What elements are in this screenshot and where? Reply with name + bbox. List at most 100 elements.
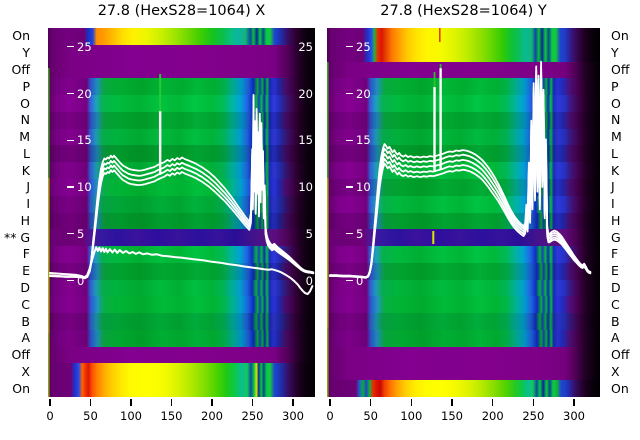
row-label-right-F-13: F — [611, 246, 619, 262]
row-label-right-On-21: On — [611, 380, 629, 396]
y-tick-dash-10 — [67, 186, 74, 188]
row-label-left-G-12: G — [20, 229, 30, 245]
heatmap-panel-y: 25 20 15 10 5 0 — [327, 28, 600, 397]
x-tick-label-300: 300 — [563, 409, 585, 423]
y-tick-label-0: 0 — [77, 273, 85, 288]
y-tick-dash-20 — [67, 92, 74, 95]
row-label-right-On-0: On — [611, 28, 629, 44]
row-label-left-N-5: N — [20, 112, 30, 128]
row-label-right-O-4: O — [611, 95, 621, 111]
row-label-right-Y-1: Y — [611, 45, 619, 61]
x-tick-label-0: 0 — [326, 409, 334, 423]
panel-x-title: 27.8 (HexS28=1064) X — [97, 3, 266, 19]
row-label-right-B-17: B — [611, 313, 620, 329]
x-tick-label-50: 50 — [363, 409, 378, 423]
row-label-right-P-3: P — [611, 78, 619, 94]
y-tick-label-right-20: 20 — [298, 86, 313, 101]
row-label-left-Y-1: Y — [22, 45, 30, 61]
y-tick-label-0: 0 — [356, 273, 364, 288]
y-tick-label-right-5: 5 — [305, 226, 313, 241]
x-tick-mark-300 — [573, 399, 575, 406]
x-tick-mark-0 — [329, 399, 331, 406]
x-tick-label-0: 0 — [46, 409, 54, 423]
x-tick-label-50: 50 — [83, 409, 98, 423]
y-tick-dash-15 — [67, 139, 74, 142]
y-tick-label-right-25: 25 — [298, 39, 313, 54]
x-tick-mark-50 — [89, 399, 92, 406]
heatmap-panel-x: 25 25 20 20 15 15 10 10 5 5 0 0 — [48, 28, 315, 397]
row-label-left-P-3: P — [22, 78, 30, 94]
y-tick-label-15: 15 — [356, 133, 371, 148]
y-tick-label-5: 5 — [356, 226, 364, 241]
x-tick-mark-250 — [251, 399, 254, 406]
row-label-left-K-8: K — [21, 162, 30, 178]
x-tick-mark-0 — [49, 399, 51, 406]
x-tick-label-250: 250 — [241, 409, 264, 423]
row-label-left-On-0: On — [12, 28, 30, 44]
y-tick-dash-5 — [67, 232, 74, 235]
curve-overlay — [327, 28, 592, 397]
x-tick-mark-200 — [492, 399, 494, 406]
row-label-right-Off-19: Off — [611, 347, 630, 363]
row-label-left-F-13: F — [22, 246, 30, 262]
x-tick-label-250: 250 — [522, 409, 545, 423]
x-tick-mark-150 — [451, 399, 453, 406]
y-tick-dash-25 — [346, 45, 353, 48]
row-label-right-N-5: N — [611, 112, 621, 128]
row-label-right-Off-2: Off — [611, 61, 630, 77]
row-label-right-G-12: G — [611, 229, 621, 245]
secondary-profile-curve — [49, 246, 314, 296]
x-tick-mark-50 — [370, 399, 372, 406]
profile-curve-4 — [329, 60, 592, 279]
row-label-right-H-11: H — [611, 212, 621, 228]
row-label-left-L-7: L — [23, 145, 30, 161]
y-tick-dash-15 — [346, 139, 353, 142]
profile-curve-3 — [329, 80, 592, 279]
row-label-left-D-15: D — [20, 280, 30, 295]
y-tick-dash-5 — [346, 232, 353, 235]
x-tick-mark-100 — [130, 399, 132, 406]
y-tick-dash-20 — [346, 92, 353, 95]
x-tick-mark-200 — [211, 399, 213, 406]
x-tick-label-200: 200 — [201, 409, 223, 423]
row-label-left-J-9: J — [26, 179, 30, 195]
x-tick-label-150: 150 — [160, 409, 183, 423]
row-label-right-E-14: E — [611, 263, 619, 279]
row-label-left-A-18: A — [21, 330, 30, 346]
row-label-left-Off-2: Off — [11, 61, 30, 77]
y-tick-label-10: 10 — [356, 180, 371, 194]
row-marker-asterisks: ** — [4, 230, 17, 245]
x-tick-mark-100 — [410, 399, 412, 406]
x-tick-label-100: 100 — [400, 409, 423, 423]
row-label-right-I-10: I — [611, 196, 615, 212]
row-label-left-E-14: E — [22, 263, 30, 279]
y-tick-label-25: 25 — [356, 39, 371, 54]
profile-curve-1 — [329, 70, 592, 279]
panel-y-title: 27.8 (HexS28=1064) Y — [380, 3, 547, 19]
y-tick-label-10: 10 — [77, 180, 92, 194]
y-tick-label-right-15: 15 — [298, 133, 313, 148]
row-label-left-H-11: H — [20, 212, 30, 228]
y-tick-label-20: 20 — [356, 86, 371, 101]
profile-curve-3 — [49, 108, 315, 280]
row-label-right-D-15: D — [611, 280, 621, 295]
row-label-left-M-6: M — [19, 129, 30, 144]
row-label-right-X-20: X — [611, 363, 620, 379]
x-tick-mark-300 — [292, 399, 294, 406]
x-tick-label-200: 200 — [481, 409, 504, 423]
y-tick-label-right-0: 0 — [305, 273, 313, 288]
row-label-left-Off-19: Off — [11, 347, 30, 363]
y-tick-dash-0 — [346, 279, 353, 282]
y-tick-dash-0 — [67, 279, 74, 282]
y-tick-label-20: 20 — [77, 86, 92, 101]
row-label-right-C-16: C — [611, 296, 620, 312]
row-label-left-I-10: I — [26, 196, 30, 212]
curve-overlay — [48, 68, 315, 397]
row-label-left-O-4: O — [20, 95, 30, 111]
x-tick-label-100: 100 — [120, 409, 142, 423]
x-tick-mark-250 — [532, 399, 534, 406]
y-tick-label-15: 15 — [77, 133, 92, 148]
profile-curve-2 — [329, 65, 592, 279]
row-label-left-X-20: X — [21, 363, 30, 379]
